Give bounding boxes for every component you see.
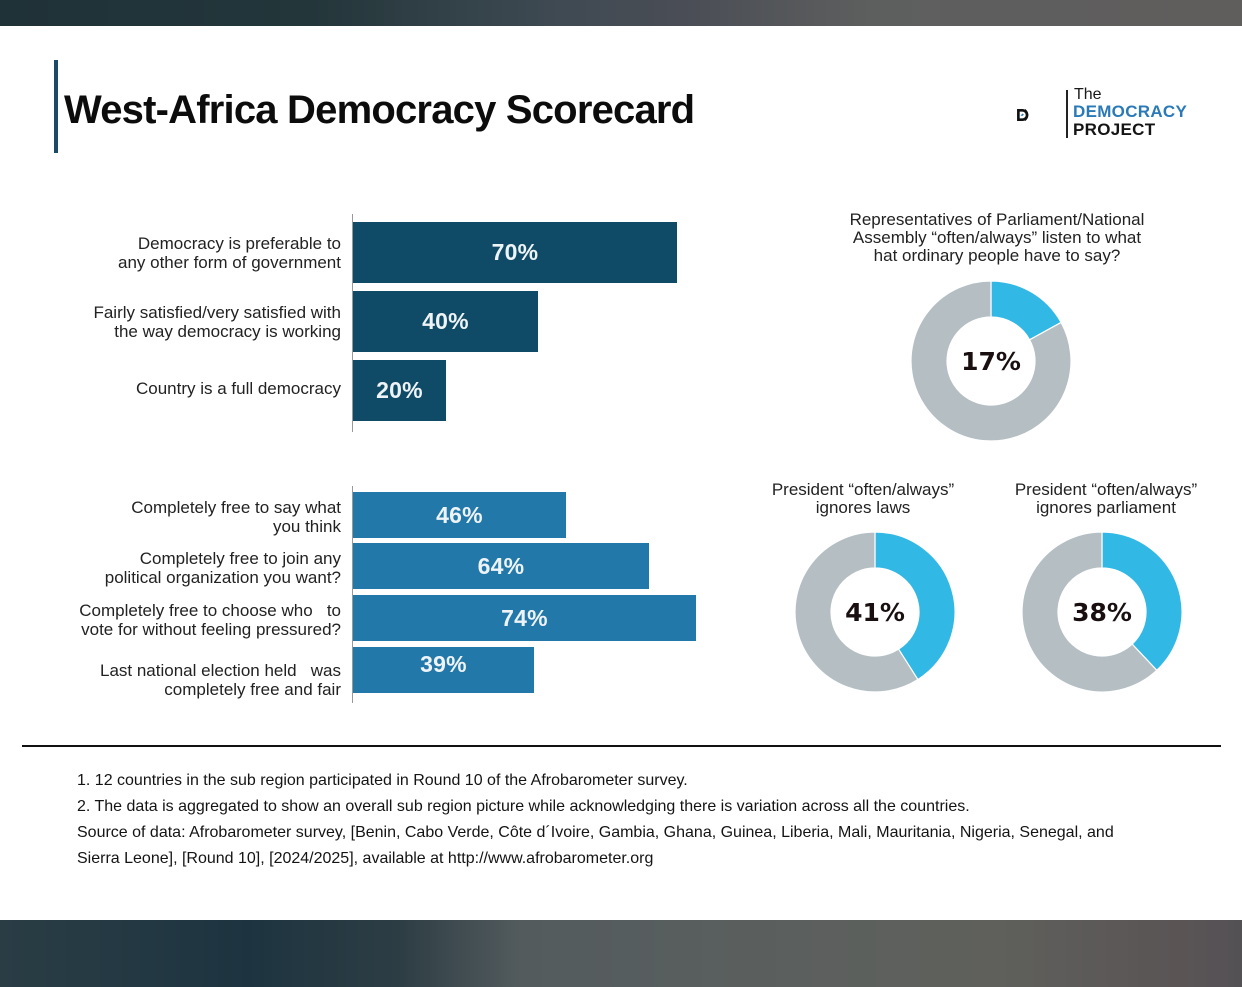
page-title: West-Africa Democracy Scorecard: [64, 88, 695, 132]
logo-text-project: PROJECT: [1073, 120, 1156, 139]
donut-title-line: Assembly “often/always” listen to what: [852, 228, 1142, 247]
donut-slice-remainder: [910, 280, 1072, 442]
donut-title: Representatives of Parliament/National As…: [797, 211, 1197, 265]
bar-category-label-line: Completely free to choose who to: [79, 601, 341, 620]
footer-divider: [22, 745, 1221, 747]
bar-category-label-line: the way democracy is working: [114, 321, 341, 341]
title-accent-bar: [54, 60, 58, 153]
bar-category-label-line: any other form of government: [117, 252, 341, 272]
donut-title-line: hat ordinary people have to say?: [873, 246, 1121, 265]
bar: 46%: [353, 492, 566, 538]
top-background-band: [0, 0, 1242, 26]
donut-slice-remainder: [794, 531, 919, 693]
bar-category-label: Fairly satisfied/very satisfied with the …: [93, 303, 341, 341]
donut-slice-remainder: [1021, 531, 1158, 693]
bottom-background-band: [0, 920, 1242, 987]
donut-title-line: ignores laws: [815, 498, 911, 517]
donut-title-line: President “often/always”: [771, 480, 955, 499]
donut-chart: 17%: [910, 280, 1072, 442]
bar: 40%: [353, 291, 538, 352]
bar-value-label: 46%: [436, 501, 483, 528]
source-line-2: Sierra Leone], [Round 10], [2024/2025], …: [77, 850, 654, 867]
logo-text-democracy: DEMOCRACY: [1073, 102, 1188, 121]
bar-axis-line: [352, 486, 353, 703]
donut-title: President “often/always” ignores parliame…: [906, 481, 1242, 517]
bar-category-label-line: Country is a full democracy: [135, 379, 341, 398]
bar-category-label-line: Democracy is preferable to: [137, 233, 341, 253]
bar-category-label-line: Completely free to join any: [139, 549, 341, 568]
donut-chart: 41%: [794, 531, 956, 693]
footnotes: 1. 12 countries in the sub region partic…: [77, 768, 1114, 872]
bar-value-label: 74%: [501, 604, 548, 631]
donut-slice-highlight: [1101, 531, 1183, 672]
donut-value-label: 17%: [961, 347, 1021, 376]
bar: 70%: [353, 222, 677, 283]
bar-category-label: Completely free to join any political org…: [105, 549, 341, 587]
bar: 74%: [353, 595, 696, 641]
logo-separator: [1066, 90, 1068, 138]
bar-value-label: 20%: [376, 377, 423, 403]
dp-monogram-icon: [1017, 108, 1029, 122]
donut-title-line: Representatives of Parliament/National: [849, 210, 1145, 229]
donut-value-label: 38%: [1072, 598, 1132, 627]
bar: 20%: [353, 360, 446, 421]
donut-title-line: ignores parliament: [1036, 498, 1176, 517]
bar-value-label: 70%: [491, 239, 539, 265]
bar-category-label-line: completely free and fair: [164, 680, 341, 699]
bar-category-label: Last national election held was completel…: [100, 661, 341, 699]
bar-category-label: Country is a full democracy: [136, 379, 341, 398]
donut-slice-highlight: [874, 531, 956, 681]
bar-category-label-line: political organization you want?: [104, 568, 341, 587]
source-line-1: Source of data: Afrobarometer survey, [B…: [77, 824, 1114, 841]
bar-category-label-line: Last national election held was: [100, 661, 341, 680]
bar-category-label-line: Completely free to say what: [131, 498, 341, 517]
donut-title-line: President “often/always”: [1014, 480, 1198, 499]
donut-title: President “often/always” ignores laws: [663, 481, 1063, 517]
logo-text-the: The: [1074, 86, 1102, 103]
bar-value-label: 40%: [422, 308, 469, 334]
footnote-2: 2. The data is aggregated to show an ove…: [77, 798, 970, 815]
bar-value-label: 39%: [420, 650, 467, 677]
bar-category-label-line: you think: [272, 517, 341, 536]
bar-category-label: Completely free to choose who to vote for…: [79, 601, 341, 639]
bar: 39%: [353, 647, 534, 693]
footnote-1: 1. 12 countries in the sub region partic…: [77, 772, 688, 789]
bar-category-label: Democracy is preferable to any other form…: [118, 234, 341, 272]
bar: 64%: [353, 543, 649, 589]
bar-value-label: 64%: [477, 552, 525, 579]
bar-axis-line: [352, 214, 353, 432]
donut-value-label: 41%: [845, 598, 905, 627]
donut-chart: 38%: [1021, 531, 1183, 693]
bar-category-label: Completely free to say what you think: [131, 498, 341, 536]
bar-category-label-line: vote for without feeling pressured?: [81, 620, 341, 639]
bar-category-label-line: Fairly satisfied/very satisfied with: [93, 302, 341, 322]
